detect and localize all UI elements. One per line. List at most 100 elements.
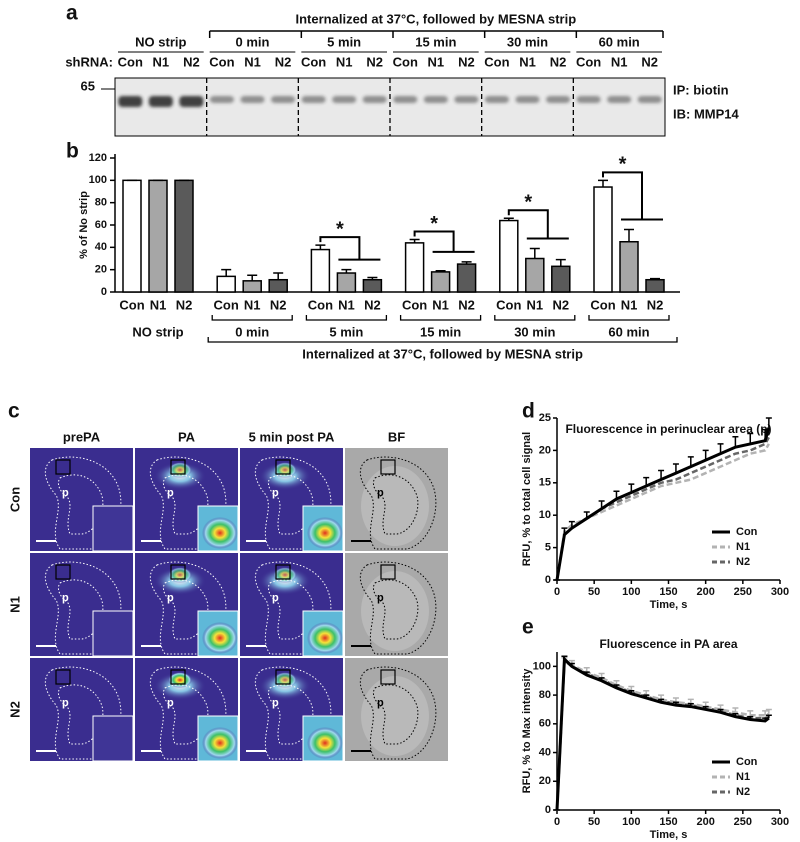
region-label: p — [62, 487, 69, 499]
legend-label: Con — [736, 526, 758, 538]
bar-label: Con — [119, 297, 144, 312]
bar — [593, 186, 613, 293]
error-bar — [765, 714, 772, 719]
significance-star: * — [336, 218, 344, 240]
nucleus-outline — [162, 474, 209, 535]
y-tick-label: 25 — [539, 412, 551, 424]
micrograph: p — [30, 658, 134, 762]
significance-star: * — [524, 192, 532, 214]
error-bar — [555, 258, 566, 267]
x-tick-label: 300 — [771, 816, 789, 828]
lane-label: N2 — [366, 54, 383, 69]
legend-label: N1 — [736, 541, 750, 553]
bar — [310, 248, 331, 293]
x-tick-label: 250 — [734, 816, 752, 828]
y-axis-label: RFU, % to total cell signal — [521, 432, 533, 566]
band — [118, 96, 143, 107]
region-label: p — [62, 697, 69, 709]
legend-label: Con — [736, 756, 758, 768]
error-bar — [762, 710, 769, 716]
nucleus-outline — [267, 474, 314, 535]
bar-label: Con — [402, 297, 427, 312]
bar — [148, 179, 168, 293]
error-bar — [765, 708, 772, 714]
series-line — [555, 427, 771, 581]
y-tick-label: 40 — [539, 746, 551, 758]
micrograph: p — [240, 448, 344, 552]
region-label: p — [167, 592, 174, 604]
group-title: 15 min — [415, 34, 456, 49]
panel-label: b — [66, 140, 79, 163]
y-tick-label: 100 — [533, 660, 551, 672]
bar — [551, 265, 571, 293]
roi — [275, 669, 291, 685]
chart-title: Fluorescence in perinuclear area (p) — [565, 422, 771, 436]
region-label: p — [377, 487, 384, 499]
region-label: p — [272, 487, 279, 499]
inset-signal — [202, 622, 238, 654]
significance-star: * — [619, 154, 627, 176]
error-bar — [273, 272, 284, 280]
y-tick-label: 0 — [545, 804, 551, 816]
roi — [380, 669, 396, 685]
micrograph: p — [30, 448, 134, 552]
error-bar — [221, 268, 232, 277]
bar — [619, 241, 639, 293]
group-label: 5 min — [329, 324, 363, 339]
bar — [216, 275, 236, 293]
inset-signal — [307, 622, 343, 654]
roi — [170, 459, 186, 475]
bar-label: Con — [214, 297, 239, 312]
x-tick-label: 150 — [659, 816, 677, 828]
bar — [362, 278, 383, 293]
lane-label: N1 — [244, 54, 261, 69]
marker-label: 65 — [81, 78, 95, 93]
column-label: PA — [178, 429, 196, 444]
panel-label: c — [8, 400, 20, 423]
x-tick-label: 300 — [771, 586, 789, 598]
error-bar — [247, 274, 258, 281]
x-axis-label: Time, s — [650, 829, 688, 841]
micrograph: p — [135, 658, 239, 762]
legend-label: N2 — [736, 786, 750, 798]
y-tick-label: 120 — [89, 152, 107, 164]
x-tick-label: 200 — [696, 586, 714, 598]
lane-label: N1 — [336, 54, 353, 69]
x-tick-label: 200 — [696, 816, 714, 828]
shrna-label: shRNA: — [65, 54, 113, 69]
y-tick-label: 80 — [95, 197, 107, 209]
bar-label: Con — [308, 297, 333, 312]
x-tick-label: 100 — [622, 586, 640, 598]
group-label: 60 min — [608, 324, 649, 339]
y-tick-label: 20 — [539, 444, 551, 456]
x-tick-label: 0 — [554, 586, 560, 598]
y-tick-label: 10 — [539, 509, 551, 521]
band — [209, 96, 234, 103]
column-label: 5 min post PA — [249, 429, 335, 444]
group-label: 30 min — [514, 324, 555, 339]
lane-label: Con — [393, 54, 418, 69]
bar-label: N2 — [647, 297, 664, 312]
lane-label: N2 — [275, 54, 292, 69]
inset — [92, 505, 134, 552]
inset-signal — [202, 517, 238, 549]
roi — [380, 459, 396, 475]
x-tick-label: 0 — [554, 816, 560, 828]
bar-label: N1 — [244, 297, 261, 312]
y-tick-label: 60 — [539, 718, 551, 730]
bar-label: N2 — [458, 297, 475, 312]
micrograph: p — [135, 448, 239, 552]
group-bracket — [588, 315, 670, 321]
lane-label: Con — [484, 54, 509, 69]
lane-label: N2 — [183, 54, 200, 69]
significance-star: * — [430, 213, 438, 235]
group-title: 60 min — [599, 34, 640, 49]
bar-label: N2 — [176, 297, 193, 312]
row-label: N1 — [7, 596, 22, 613]
blot-side-label: IB: MMP14 — [673, 106, 740, 121]
error-bar — [461, 261, 472, 265]
nucleus-outline — [267, 579, 314, 640]
bar-label: N2 — [364, 297, 381, 312]
x-tick-label: 100 — [622, 816, 640, 828]
band — [179, 96, 204, 107]
